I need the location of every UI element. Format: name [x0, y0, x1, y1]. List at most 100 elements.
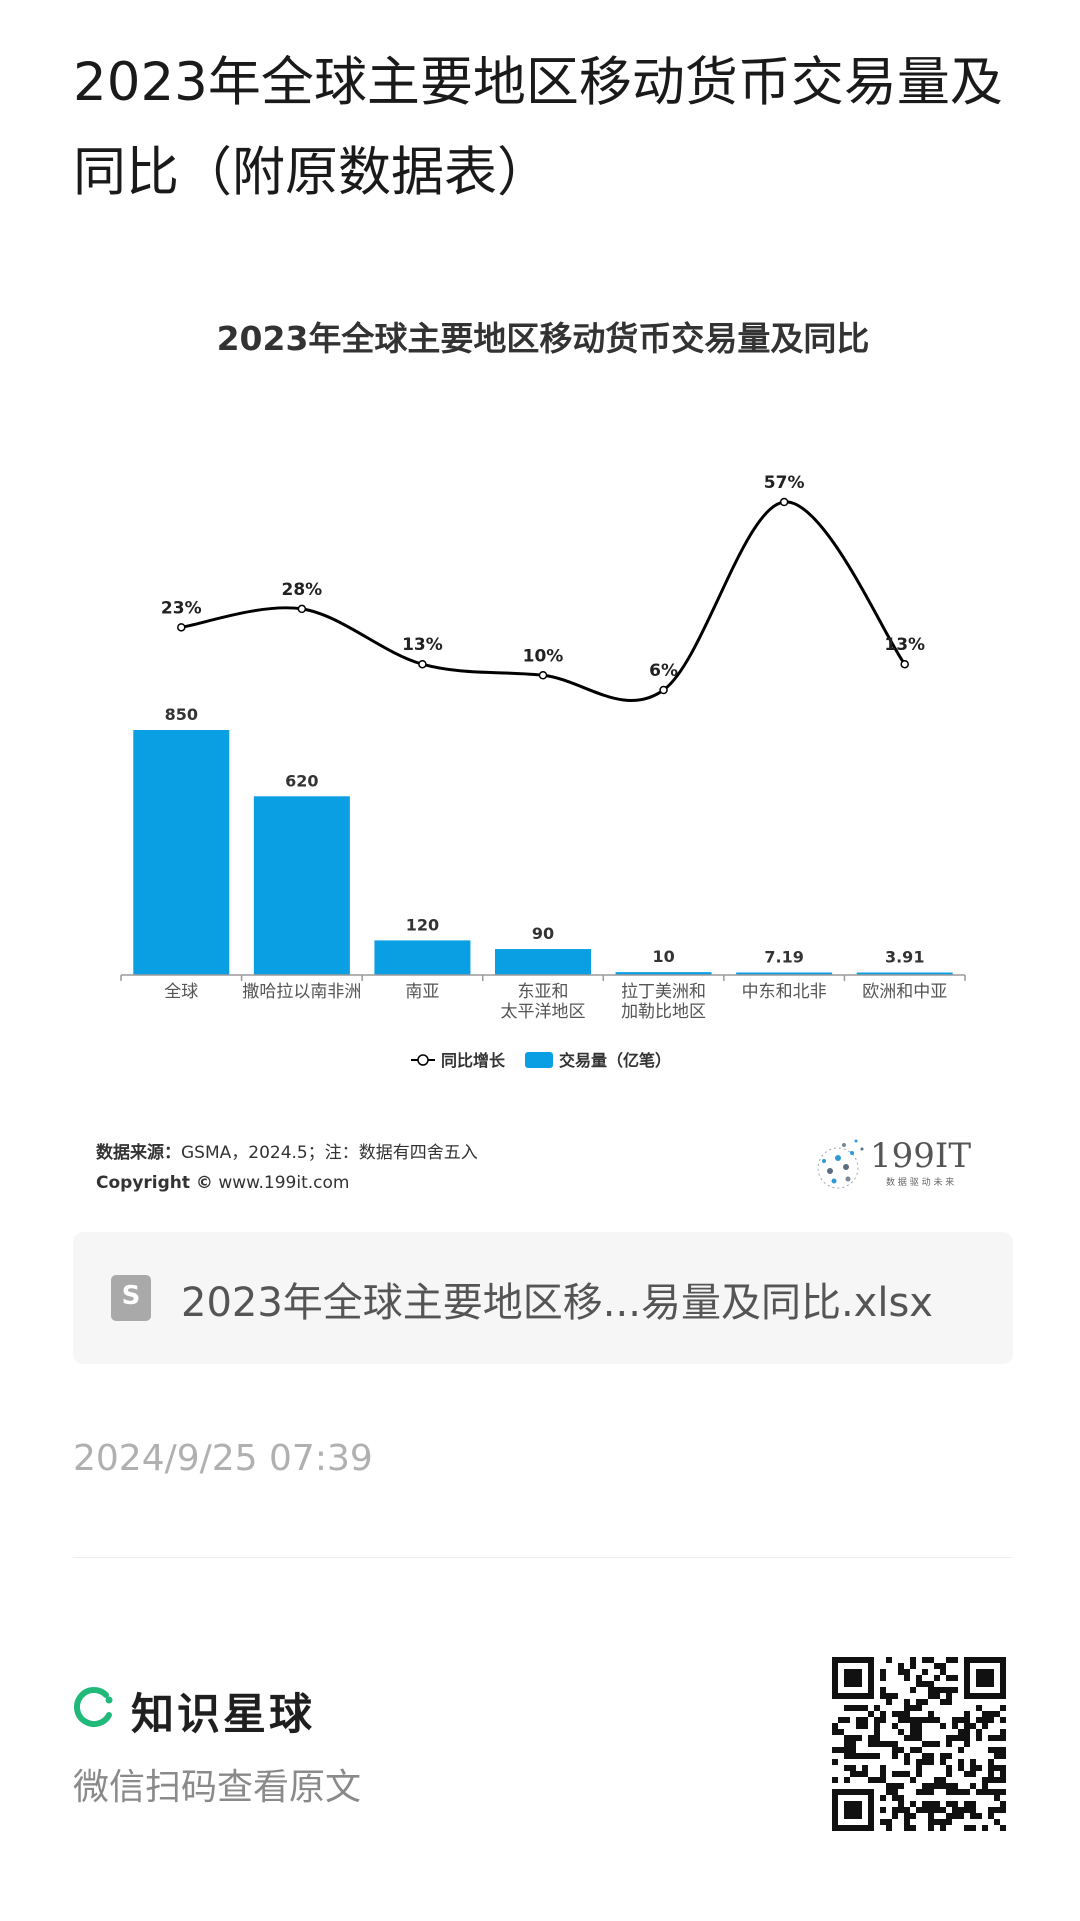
qr-module [832, 1687, 838, 1693]
line-data-label: 13% [884, 635, 925, 655]
qr-module [850, 1735, 856, 1741]
qr-module [910, 1687, 916, 1693]
bar [615, 972, 712, 975]
qr-code[interactable] [832, 1657, 1006, 1831]
qr-module [922, 1699, 928, 1705]
qr-module [982, 1717, 988, 1723]
qr-module [892, 1747, 898, 1753]
qr-module [934, 1807, 940, 1813]
qr-module [898, 1663, 904, 1669]
qr-module [844, 1717, 850, 1723]
qr-module [892, 1753, 898, 1759]
qr-module [892, 1789, 898, 1795]
qr-module [898, 1783, 904, 1789]
growth-point [538, 671, 548, 680]
qr-module [988, 1693, 994, 1699]
qr-module [862, 1717, 868, 1723]
qr-module [844, 1735, 850, 1741]
qr-module [934, 1741, 940, 1747]
qr-module [886, 1819, 892, 1825]
qr-module [850, 1657, 856, 1663]
bar-data-label: 3.91 [885, 948, 924, 967]
qr-module [988, 1717, 994, 1723]
qr-module [1000, 1687, 1006, 1693]
qr-module [958, 1789, 964, 1795]
qr-module [958, 1765, 964, 1771]
qr-module [832, 1693, 838, 1699]
qr-module [928, 1759, 934, 1765]
qr-module [904, 1813, 910, 1819]
qr-module [922, 1681, 928, 1687]
attachment-file-card[interactable]: S 2023年全球主要地区移...易量及同比.xlsx [73, 1232, 1013, 1364]
qr-module [988, 1813, 994, 1819]
qr-module [964, 1741, 970, 1747]
qr-module [916, 1717, 922, 1723]
qr-module [910, 1729, 916, 1735]
logo-tagline: 数 据 驱 动 未 来 [886, 1176, 954, 1188]
qr-module [940, 1669, 946, 1675]
qr-module [898, 1801, 904, 1807]
qr-module [856, 1735, 862, 1741]
qr-module [916, 1705, 922, 1711]
legend-label-growth: 同比增长 [441, 1051, 506, 1070]
qr-module [976, 1717, 982, 1723]
qr-module [946, 1789, 952, 1795]
qr-module [832, 1777, 838, 1783]
qr-module [964, 1735, 970, 1741]
qr-module [886, 1741, 892, 1747]
qr-module [868, 1813, 874, 1819]
qr-module [880, 1765, 886, 1771]
qr-module [940, 1753, 946, 1759]
qr-module [922, 1753, 928, 1759]
bar [495, 949, 591, 975]
qr-module [856, 1675, 862, 1681]
qr-module [862, 1789, 868, 1795]
qr-module [868, 1669, 874, 1675]
qr-module [910, 1657, 916, 1663]
qr-module [982, 1789, 988, 1795]
qr-module [892, 1783, 898, 1789]
qr-module [982, 1711, 988, 1717]
qr-module [880, 1771, 886, 1777]
x-tick-label: 南亚 [405, 982, 439, 1002]
qr-module [880, 1687, 886, 1693]
line-data-label: 6% [649, 661, 678, 681]
qr-module [940, 1759, 946, 1765]
qr-module [874, 1777, 880, 1783]
qr-module [928, 1741, 934, 1747]
qr-module [976, 1681, 982, 1687]
qr-module [928, 1783, 934, 1789]
qr-module [976, 1693, 982, 1699]
qr-module [880, 1741, 886, 1747]
qr-module [964, 1669, 970, 1675]
qr-module [976, 1675, 982, 1681]
qr-module [988, 1675, 994, 1681]
qr-module [970, 1825, 976, 1831]
qr-module [958, 1729, 964, 1735]
qr-module [994, 1693, 1000, 1699]
qr-module [946, 1783, 952, 1789]
x-tick-label: 中东和北非 [742, 982, 827, 1002]
qr-module [988, 1669, 994, 1675]
logo-wordmark: 199IT [870, 1136, 971, 1176]
bar-data-label: 7.19 [764, 948, 803, 967]
qr-module [856, 1789, 862, 1795]
qr-module [922, 1717, 928, 1723]
qr-module [898, 1747, 904, 1753]
qr-module [952, 1717, 958, 1723]
qr-module [844, 1765, 850, 1771]
qr-module [856, 1801, 862, 1807]
qr-module [976, 1789, 982, 1795]
qr-module [910, 1735, 916, 1741]
qr-module [832, 1663, 838, 1669]
qr-module [832, 1723, 838, 1729]
qr-module [982, 1675, 988, 1681]
qr-module [892, 1711, 898, 1717]
qr-module [910, 1717, 916, 1723]
qr-module [832, 1789, 838, 1795]
qr-module [976, 1705, 982, 1711]
qr-module [868, 1795, 874, 1801]
qr-module [1000, 1681, 1006, 1687]
qr-module [868, 1825, 874, 1831]
qr-module [898, 1771, 904, 1777]
